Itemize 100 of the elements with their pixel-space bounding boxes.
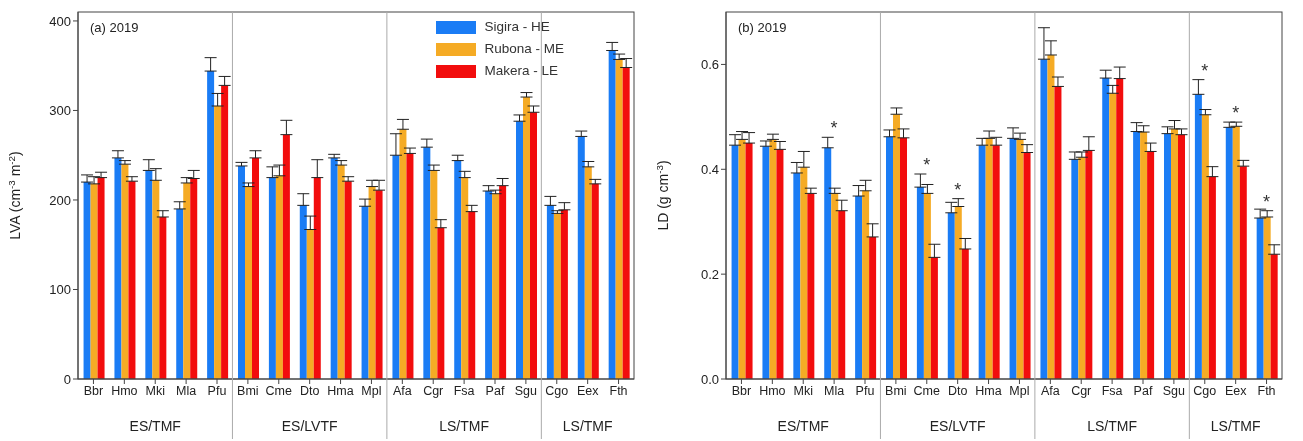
bar — [1009, 138, 1017, 379]
x-tick-label: Pfu — [855, 383, 875, 398]
bar — [306, 229, 314, 379]
x-tick-label: Bbr — [83, 383, 104, 398]
bar — [1232, 126, 1240, 379]
bar — [793, 172, 801, 379]
bar — [1109, 93, 1117, 379]
bar — [886, 136, 893, 379]
bar — [1178, 134, 1185, 379]
bar — [1201, 114, 1209, 379]
bar — [183, 182, 191, 379]
bar — [461, 177, 469, 379]
bar — [776, 149, 784, 379]
bar — [121, 164, 129, 379]
annotation: * — [1232, 103, 1240, 124]
bar — [800, 167, 808, 379]
bar — [330, 157, 338, 379]
x-tick-label: Dto — [299, 383, 320, 398]
bar — [252, 157, 259, 379]
bar — [299, 205, 307, 379]
text: LS/TMF — [1087, 418, 1137, 434]
x-tick-label: Mla — [824, 383, 845, 398]
bar — [159, 216, 167, 379]
bar — [344, 181, 352, 379]
x-tick-label: Cme — [265, 383, 293, 398]
bar — [591, 183, 599, 379]
bar — [468, 211, 476, 379]
bar — [900, 137, 907, 379]
legend-label: Sigira - HE — [484, 18, 550, 36]
bar — [577, 136, 585, 379]
bar — [152, 180, 160, 379]
annotation: * — [830, 118, 838, 139]
bar — [869, 236, 877, 379]
bar — [214, 105, 222, 379]
bar — [190, 178, 198, 379]
x-tick-label: Cgr — [1071, 383, 1092, 398]
x-tick-label: Sgu — [1162, 383, 1186, 398]
bar — [399, 129, 407, 379]
y-tick-label: 400 — [49, 13, 71, 29]
x-tick-label: Sgu — [514, 383, 538, 398]
bar — [769, 139, 777, 379]
bar — [499, 185, 507, 379]
bar — [406, 153, 414, 379]
bar — [807, 193, 815, 379]
bar — [1016, 139, 1024, 379]
text: LS/TMF — [439, 418, 489, 434]
text: (b) 2019 — [738, 20, 787, 35]
bar — [930, 257, 938, 379]
x-tick-label: Eex — [1224, 383, 1248, 398]
bar — [1040, 59, 1048, 379]
x-tick-label: Bmi — [237, 383, 259, 398]
bar — [268, 177, 276, 379]
bar — [361, 206, 369, 379]
bar — [978, 145, 986, 379]
bar — [516, 121, 523, 379]
bar — [1239, 166, 1247, 379]
text: (a) 2019 — [90, 20, 139, 35]
bar — [282, 134, 290, 379]
bar — [1171, 128, 1178, 379]
x-tick-label: Paf — [485, 383, 505, 398]
bar — [221, 85, 229, 379]
legend-label: Rubona - ME — [484, 40, 564, 58]
bar — [992, 145, 1000, 379]
x-tick-label: Cgo — [1193, 383, 1217, 398]
x-tick-label: Paf — [1133, 383, 1153, 398]
text: LS/TMF — [1210, 418, 1261, 434]
bar — [1225, 127, 1233, 379]
bar — [245, 186, 252, 379]
y-tick-label: 0.4 — [700, 161, 719, 177]
x-tick-label: Fth — [609, 383, 628, 398]
bar — [128, 181, 136, 379]
y-tick-label: 0.2 — [700, 266, 719, 282]
bar — [437, 227, 445, 379]
bar — [923, 193, 931, 379]
bar — [831, 193, 839, 379]
x-tick-label: Hma — [975, 383, 1002, 398]
y-tick-label: 200 — [49, 192, 71, 208]
x-tick-label: Cgo — [545, 383, 569, 398]
x-tick-label: Hmo — [111, 383, 138, 398]
x-tick-label: Fth — [1257, 383, 1276, 398]
bar — [485, 191, 493, 379]
y-tick-label: 100 — [49, 282, 71, 298]
x-tick-label: Cme — [913, 383, 941, 398]
bar — [97, 177, 105, 379]
bar — [90, 183, 98, 379]
x-tick-label: Bmi — [885, 383, 907, 398]
bar — [947, 212, 955, 379]
bar — [337, 165, 345, 379]
bar — [423, 147, 431, 379]
legend-label: Makera - LE — [484, 62, 558, 80]
bar — [530, 112, 537, 379]
bar — [1023, 152, 1031, 379]
bar — [622, 67, 630, 379]
bar — [523, 97, 530, 379]
bar — [1208, 176, 1216, 379]
bar — [454, 160, 462, 379]
x-tick-label: Bbr — [731, 383, 752, 398]
bar — [1270, 254, 1278, 379]
y-tick-label: 0.6 — [700, 57, 719, 73]
y-tick-label: 0.0 — [700, 371, 719, 387]
